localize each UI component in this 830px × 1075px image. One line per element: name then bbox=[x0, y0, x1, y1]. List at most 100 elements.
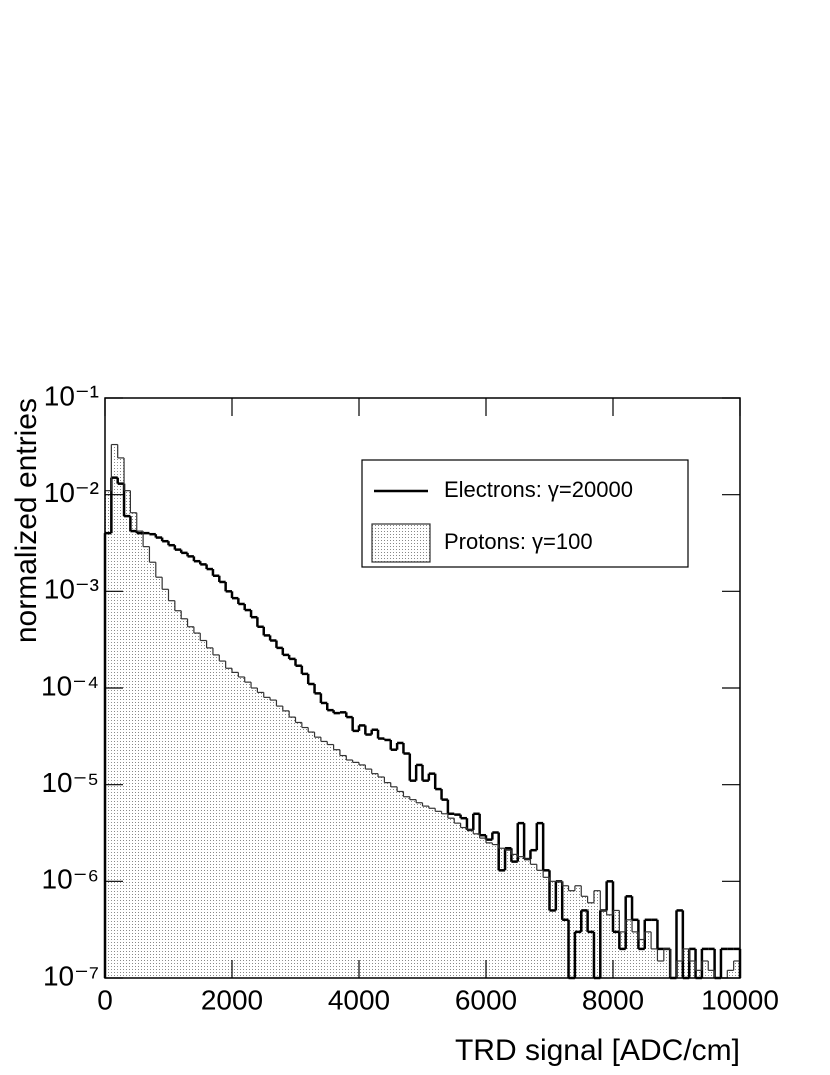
hist-bar bbox=[244, 682, 252, 978]
hist-bar bbox=[581, 896, 588, 978]
hist-bar bbox=[606, 914, 613, 978]
hist-bar bbox=[270, 700, 277, 978]
hist-bar bbox=[263, 697, 271, 978]
hist-bar bbox=[168, 600, 175, 978]
legend-label: Electrons: γ=20000 bbox=[444, 477, 633, 502]
hist-bar bbox=[708, 970, 715, 978]
hist-bar bbox=[625, 919, 633, 978]
hist-bar bbox=[193, 633, 201, 978]
hist-bar bbox=[111, 444, 118, 978]
hist-bar bbox=[530, 864, 537, 978]
hist-bar bbox=[593, 890, 601, 978]
hist-bar bbox=[155, 577, 163, 978]
hist-bar bbox=[403, 796, 410, 978]
hist-bar bbox=[600, 910, 607, 978]
x-tick-label: 2000 bbox=[201, 984, 263, 1015]
hist-bar bbox=[143, 546, 150, 978]
hist-bar bbox=[206, 647, 213, 978]
hist-bar bbox=[536, 870, 544, 978]
hist-bar bbox=[219, 661, 226, 978]
hist-bar bbox=[257, 692, 264, 978]
hist-bar bbox=[232, 672, 239, 978]
hist-bar bbox=[524, 859, 531, 978]
hist-bar bbox=[682, 948, 690, 978]
hist-bar bbox=[479, 838, 486, 978]
hist-bar bbox=[632, 931, 639, 978]
hist-bar bbox=[105, 490, 112, 978]
hist-bar bbox=[555, 881, 563, 978]
y-tick-label: 10⁻⁶ bbox=[42, 864, 99, 895]
hist-bar bbox=[498, 848, 506, 978]
hist-bar bbox=[701, 960, 709, 978]
hist-bar bbox=[251, 688, 258, 978]
hist-bar bbox=[333, 749, 340, 978]
hist-bar bbox=[136, 531, 144, 978]
hist-bar bbox=[409, 799, 417, 978]
hist-bar bbox=[422, 806, 429, 978]
hist-bar bbox=[727, 970, 734, 978]
y-tick-label: 10⁻⁷ bbox=[43, 960, 99, 991]
hist-bar bbox=[587, 902, 594, 978]
hist-bar bbox=[549, 881, 556, 978]
hist-bar bbox=[327, 744, 334, 978]
hist-bar bbox=[320, 741, 328, 978]
hist-bar bbox=[295, 722, 302, 978]
hist-bar bbox=[339, 755, 347, 978]
hist-bar bbox=[638, 939, 645, 978]
hist-bar bbox=[162, 589, 169, 978]
hist-bar bbox=[384, 782, 391, 978]
x-tick-label: 0 bbox=[97, 984, 113, 1015]
hist-bar bbox=[447, 818, 455, 978]
hist-bar bbox=[644, 931, 652, 978]
hist-bar bbox=[276, 706, 283, 978]
hist-bar bbox=[733, 960, 740, 978]
hist-bar bbox=[359, 764, 366, 978]
hist-bar bbox=[562, 885, 569, 978]
hist-bar bbox=[568, 890, 575, 978]
hist-bar bbox=[352, 762, 359, 978]
y-tick-label: 10⁻³ bbox=[44, 574, 99, 605]
hist-bar bbox=[676, 960, 683, 978]
hist-bar bbox=[543, 877, 550, 978]
legend-label: Protons: γ=100 bbox=[444, 529, 593, 554]
hist-bar bbox=[301, 727, 309, 978]
hist-bar bbox=[613, 910, 620, 978]
hist-bar bbox=[346, 759, 353, 978]
hist-bar bbox=[657, 960, 664, 978]
hist-bar bbox=[473, 833, 480, 978]
y-tick-label: 10⁻² bbox=[44, 477, 99, 508]
hist-bar bbox=[397, 791, 404, 978]
y-axis-title: normalized entries bbox=[10, 398, 43, 643]
hist-bar bbox=[187, 626, 194, 978]
hist-bar bbox=[428, 808, 436, 978]
hist-bar bbox=[486, 842, 493, 978]
x-tick-label: 6000 bbox=[455, 984, 517, 1015]
hist-bar bbox=[124, 490, 131, 978]
hist-bar bbox=[390, 786, 398, 978]
hist-bar bbox=[371, 773, 379, 978]
hist-bar bbox=[435, 811, 442, 978]
hist-bar bbox=[365, 769, 372, 978]
hist-bar bbox=[441, 813, 448, 978]
y-tick-label: 10⁻⁴ bbox=[41, 670, 99, 701]
hist-bar bbox=[466, 829, 474, 978]
hist-bar bbox=[212, 654, 220, 978]
hist-bar bbox=[460, 827, 467, 978]
y-tick-label: 10⁻⁵ bbox=[41, 767, 99, 798]
hist-bar bbox=[454, 823, 461, 978]
hist-bar bbox=[289, 717, 296, 978]
hist-bar bbox=[149, 562, 156, 978]
x-axis-title: TRD signal [ADC/cm] bbox=[455, 1034, 740, 1067]
hist-bar bbox=[663, 948, 671, 978]
hist-bar bbox=[619, 931, 626, 978]
legend-swatch bbox=[371, 523, 431, 563]
hist-bar bbox=[517, 856, 525, 978]
hist-bar bbox=[505, 850, 512, 978]
hist-bar bbox=[181, 618, 188, 978]
hist-bar bbox=[225, 668, 232, 978]
hist-bar bbox=[200, 640, 207, 978]
hist-bar bbox=[282, 710, 290, 978]
hist-bar bbox=[314, 737, 321, 978]
x-tick-label: 8000 bbox=[582, 984, 644, 1015]
